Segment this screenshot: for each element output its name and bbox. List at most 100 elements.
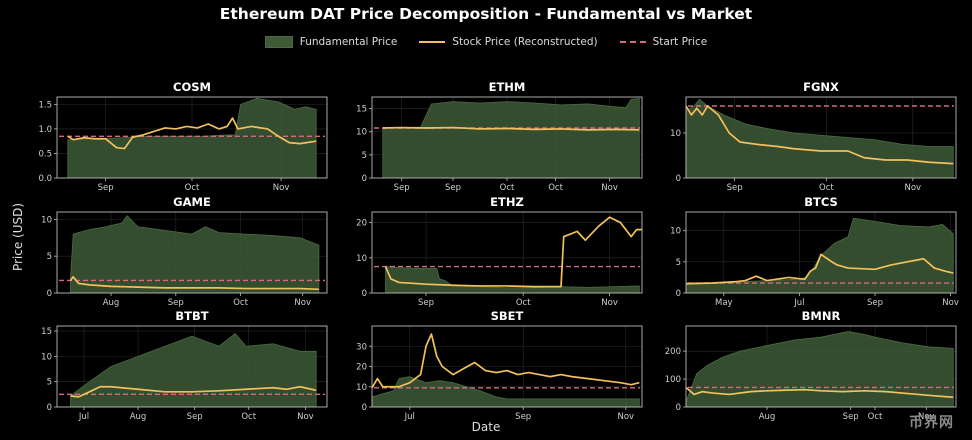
stock-price-line	[382, 126, 640, 131]
x-tick-label: Oct	[516, 298, 531, 308]
y-tick-label: 0	[676, 174, 681, 184]
legend-item-start: Start Price	[619, 36, 708, 48]
x-tick-label: Sep	[187, 412, 203, 422]
stock-price-line	[685, 105, 954, 165]
x-tick-label: Nov	[918, 412, 935, 422]
x-axis-label: Date	[471, 420, 501, 434]
x-tick-label: Sep	[867, 298, 883, 308]
y-tick-label: 5	[362, 151, 367, 161]
subplot-title: ETHM	[489, 80, 526, 94]
x-tick-label: Oct	[819, 183, 834, 193]
x-tick-label: Oct	[241, 412, 256, 422]
x-tick-label: Sep	[445, 183, 461, 193]
legend-swatch-stock	[419, 41, 446, 43]
subplot-title: ETHZ	[490, 195, 524, 209]
y-tick-label: 10	[41, 352, 52, 362]
subplot-ethz: 0 10 20 Sep Oct Nov ETHZ	[356, 195, 643, 308]
subplot-title: FGNX	[803, 80, 839, 94]
x-tick-label: Nov	[297, 412, 314, 422]
subplot-title: GAME	[173, 195, 211, 209]
x-tick-label: Sep	[843, 412, 859, 422]
subplot-title: BTBT	[175, 309, 208, 323]
subplot-title: COSM	[173, 80, 211, 94]
y-tick-label: 10	[670, 227, 681, 237]
axes-frame	[685, 96, 957, 179]
x-tick-label: Oct	[500, 183, 515, 193]
x-tick-label: Nov	[294, 298, 311, 308]
y-tick-label: 5	[47, 378, 52, 388]
x-tick-label: Nov	[601, 298, 618, 308]
axes-frame	[371, 211, 643, 294]
y-tick-label: 0	[362, 174, 367, 184]
subplot-btbt: 0 5 10 15 Jul Aug Sep Oct Nov BTBT	[41, 309, 328, 422]
y-tick-label: 0	[676, 403, 681, 413]
y-tick-label: 0	[47, 403, 52, 413]
y-axis-label: Price (USD)	[11, 202, 26, 272]
y-tick-label: 10	[356, 383, 367, 393]
subplot-cosm: 0.0 0.5 1.0 1.5 Sep Oct Nov COSM	[38, 80, 328, 193]
watermark: 币界网	[909, 415, 954, 431]
y-tick-label: 5	[676, 258, 681, 268]
y-tick-label: 15	[41, 327, 52, 337]
x-tick-label: Nov	[273, 183, 290, 193]
y-tick-label: 0	[362, 289, 367, 299]
fundamental-area	[385, 266, 640, 294]
x-tick-label: Aug	[759, 412, 776, 422]
fundamental-area	[371, 376, 640, 408]
x-tick-label: Nov	[601, 183, 618, 193]
y-tick-label: 0	[676, 289, 681, 299]
y-tick-label: 10	[670, 129, 681, 139]
axes-frame	[685, 325, 957, 408]
stock-price-line	[384, 216, 642, 288]
y-tick-label: 1.0	[38, 125, 52, 135]
subplot-title: SBET	[491, 309, 524, 323]
stock-price-line	[67, 117, 317, 150]
legend-swatch-fundamental	[264, 36, 293, 48]
legend-swatch-start	[619, 41, 646, 43]
x-tick-label: Oct	[868, 412, 883, 422]
x-tick-label: Oct	[548, 183, 563, 193]
fundamental-area	[70, 215, 320, 294]
x-tick-label: Oct	[185, 183, 200, 193]
y-tick-label: 200	[665, 347, 681, 357]
axes-frame	[56, 325, 328, 408]
y-tick-label: 30	[356, 342, 367, 352]
x-tick-label: Nov	[942, 298, 959, 308]
subplot-bmnr: 0 100 200 Aug Sep Oct Nov BMNR	[665, 309, 957, 422]
x-tick-label: Sep	[98, 183, 114, 193]
stock-price-line	[685, 386, 954, 399]
axes-frame	[56, 211, 328, 294]
figure-title: Ethereum DAT Price Decomposition - Funda…	[219, 5, 753, 23]
x-tick-label: Jul	[404, 412, 415, 422]
x-tick-label: Aug	[130, 412, 147, 422]
y-tick-label: 0	[47, 289, 52, 299]
x-tick-label: May	[715, 298, 733, 308]
stock-price-line	[70, 385, 317, 398]
x-tick-label: Nov	[618, 412, 635, 422]
fundamental-area	[67, 98, 317, 179]
x-tick-label: Oct	[233, 298, 248, 308]
y-tick-label: 0.5	[38, 149, 52, 159]
x-tick-label: Sep	[394, 183, 410, 193]
y-tick-label: 10	[41, 215, 52, 225]
y-tick-label: 1.5	[38, 100, 52, 110]
legend-label-stock: Stock Price (Reconstructed)	[452, 36, 598, 48]
y-tick-label: 20	[356, 363, 367, 373]
x-tick-label: Aug	[103, 298, 120, 308]
legend-label-start: Start Price	[652, 36, 708, 48]
subplot-ethm: 0 5 10 15 Sep Sep Oct Oct Nov ETHM	[356, 80, 643, 193]
legend-item-fundamental: Fundamental Price	[264, 36, 397, 48]
y-tick-label: 0	[362, 403, 367, 413]
subplot-title: BMNR	[802, 309, 841, 323]
fundamental-area	[382, 97, 640, 179]
fundamental-area	[70, 333, 317, 408]
fundamental-area	[685, 331, 954, 408]
x-tick-label: Jul	[793, 298, 804, 308]
x-tick-label: Nov	[905, 183, 922, 193]
y-tick-label: 100	[665, 375, 681, 385]
x-tick-label: Sep	[727, 183, 743, 193]
x-tick-label: Jul	[78, 412, 89, 422]
x-tick-label: Sep	[168, 298, 184, 308]
stock-price-line	[685, 253, 954, 285]
